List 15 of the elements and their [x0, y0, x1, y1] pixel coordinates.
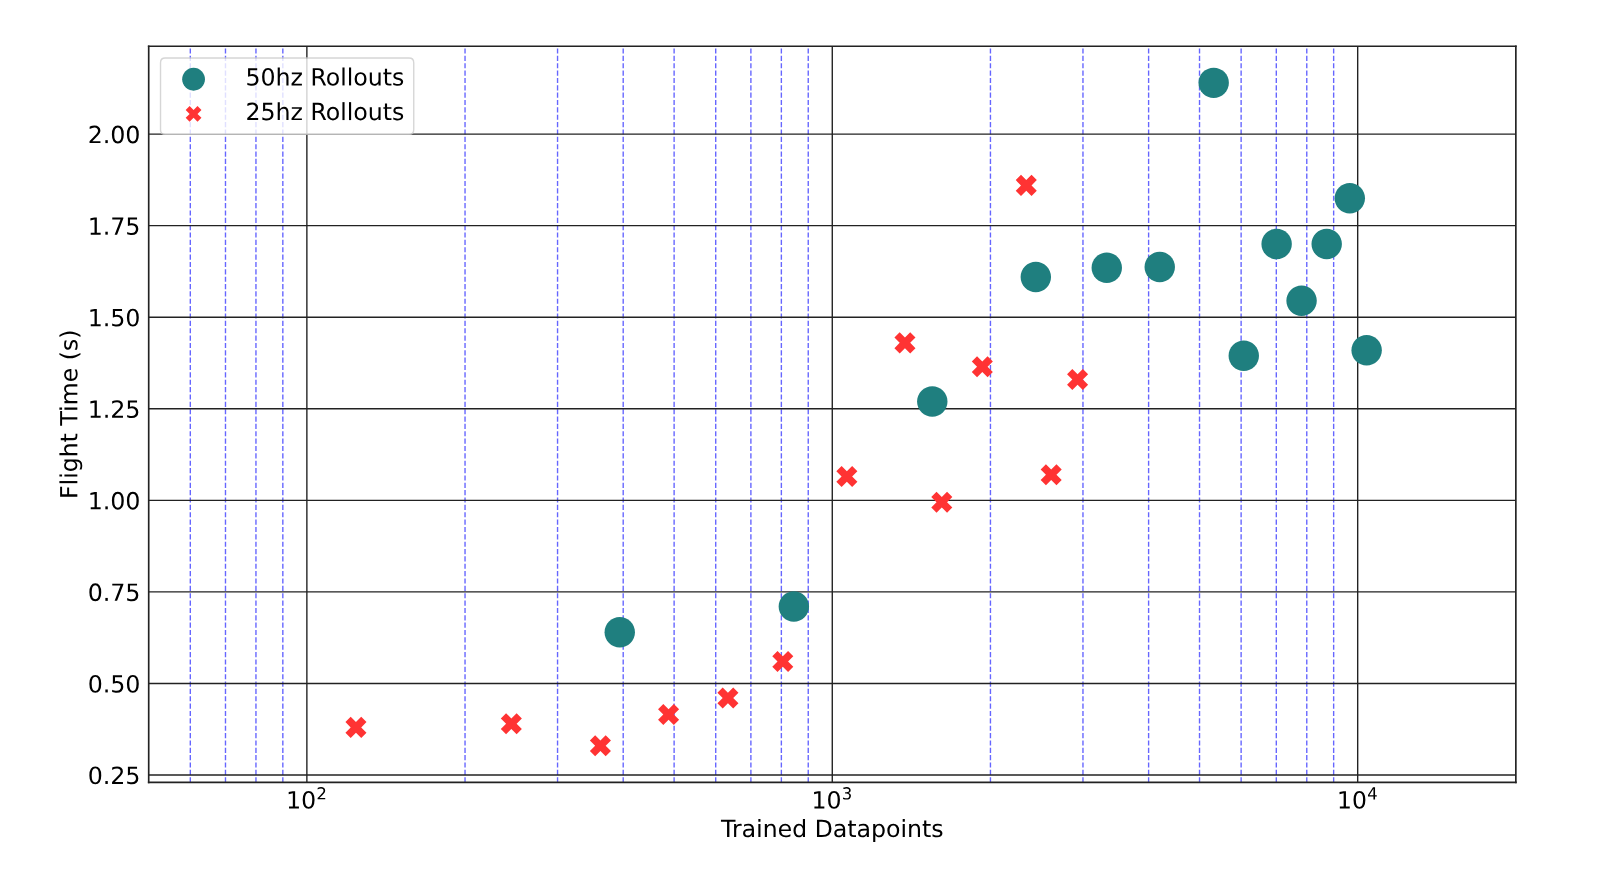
y-tick-label: 0.75	[89, 583, 139, 602]
y-tick-label: 1.50	[90, 308, 139, 327]
x-tick-label: 10$^{4}$	[1339, 787, 1377, 809]
legend-label: 25hz Rollouts	[247, 102, 404, 121]
y-tick-label: 1.00	[90, 491, 139, 510]
y-axis-title: Flight Time (s)	[59, 331, 83, 497]
x-tick-label: 10$^{2}$	[288, 787, 326, 809]
y-tick-label: 0.25	[89, 766, 139, 785]
y-tick-label: 0.50	[89, 674, 139, 693]
y-tick-label: 1.25	[90, 400, 139, 419]
legend-label: 50hz Rollouts	[247, 67, 404, 86]
x-tick-label: 10$^{3}$	[814, 787, 851, 809]
y-tick-label: 2.00	[89, 125, 139, 144]
x-axis-title: Trained Datapoints	[720, 819, 943, 842]
y-tick-label: 1.75	[90, 217, 139, 235]
